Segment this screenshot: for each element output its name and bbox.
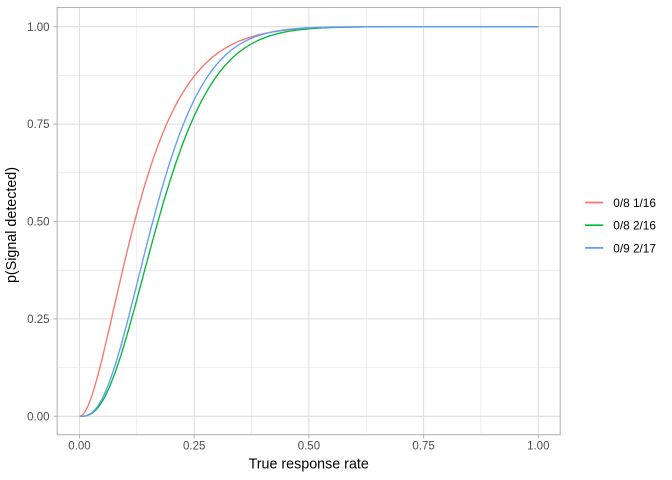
svg-text:0/8 2/16: 0/8 2/16 <box>613 219 656 233</box>
svg-text:1.00: 1.00 <box>527 440 549 452</box>
svg-text:0.00: 0.00 <box>68 440 90 452</box>
svg-text:0.75: 0.75 <box>412 440 434 452</box>
svg-text:0.25: 0.25 <box>27 314 49 326</box>
svg-text:0/8 1/16: 0/8 1/16 <box>613 196 656 210</box>
svg-text:0.75: 0.75 <box>27 119 49 131</box>
svg-text:True response rate: True response rate <box>249 457 369 473</box>
svg-text:p(Signal detected): p(Signal detected) <box>4 167 20 283</box>
svg-text:0.50: 0.50 <box>298 440 320 452</box>
svg-text:1.00: 1.00 <box>27 22 49 34</box>
svg-text:0.50: 0.50 <box>27 217 49 229</box>
svg-text:0.00: 0.00 <box>27 411 49 423</box>
svg-text:0.25: 0.25 <box>183 440 205 452</box>
svg-text:0/9 2/17: 0/9 2/17 <box>613 241 656 255</box>
